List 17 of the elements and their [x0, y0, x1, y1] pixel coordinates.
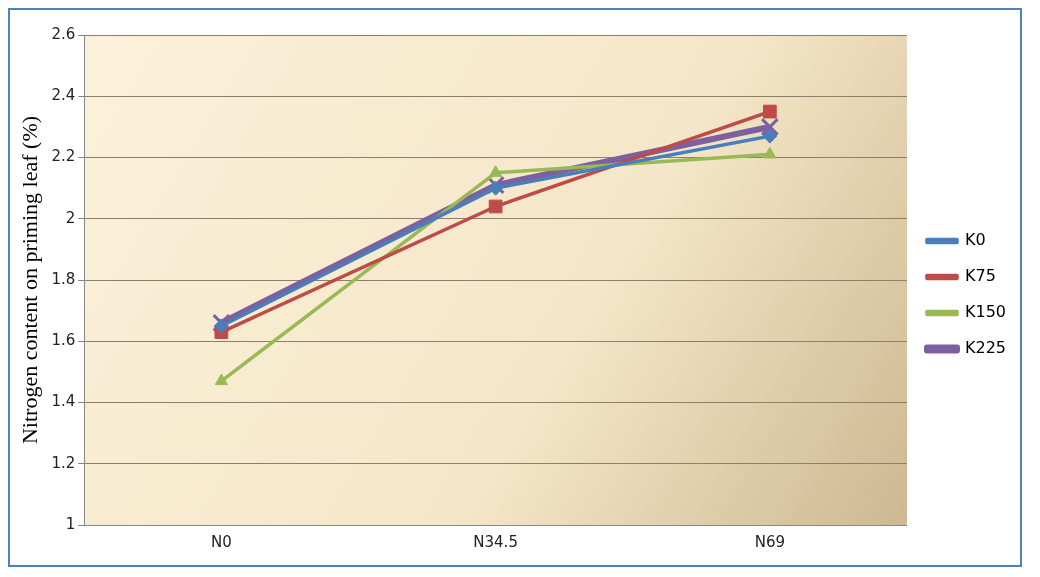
y-tick-label: 1.8: [51, 269, 76, 288]
x-tick-label: N69: [754, 532, 786, 551]
y-tick-label: 2: [65, 208, 76, 227]
legend-label: K150: [964, 302, 1006, 322]
legend-label: K0: [964, 230, 986, 250]
y-tick-label: 1.2: [51, 453, 76, 472]
legend-label: K225: [964, 338, 1006, 358]
y-tick-label: 2.6: [51, 24, 76, 43]
y-tick-label: 2.4: [51, 86, 76, 105]
y-tick-label: 2.2: [51, 147, 76, 166]
y-axis-title: Nitrogen content on priming leaf (%): [16, 115, 42, 445]
y-tick-label: 1.6: [51, 331, 76, 350]
x-tick-label: N34.5: [473, 532, 518, 551]
y-tick-label: 1.4: [51, 392, 76, 411]
y-tick-label: 1: [65, 514, 76, 533]
x-tick-label: N0: [210, 532, 232, 551]
legend-label: K75: [964, 266, 996, 286]
